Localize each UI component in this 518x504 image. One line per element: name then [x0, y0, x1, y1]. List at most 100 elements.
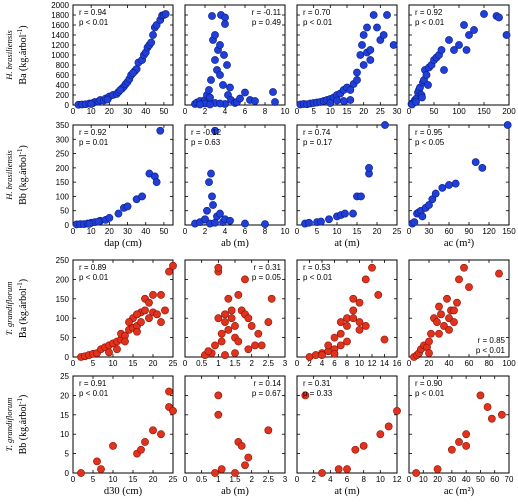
y-axis-label: Ba (kg.árbol-1) [16, 25, 29, 84]
data-point [196, 100, 204, 109]
data-point [244, 345, 253, 354]
x-tick-label: 0 [407, 359, 412, 368]
data-point [211, 126, 219, 135]
data-point [495, 13, 503, 22]
data-point [157, 430, 165, 439]
data-point [424, 81, 432, 89]
data-point [161, 10, 170, 18]
x-tick-label: 20 [105, 107, 114, 116]
x-tick-label: 4 [223, 107, 228, 116]
data-point [480, 10, 488, 18]
data-point [355, 325, 364, 334]
data-point [361, 322, 370, 330]
data-point [264, 318, 273, 326]
x-tick-label: 0 [295, 359, 300, 368]
x-tick-label: 0 [71, 359, 76, 368]
data-point [330, 349, 339, 358]
r-value: r = 0.94 [79, 8, 107, 17]
r-value: r = 0.89 [79, 263, 107, 272]
x-tick-label: 20 [425, 359, 434, 368]
data-point [333, 96, 341, 105]
data-point [355, 298, 364, 307]
p-value: p = 0.63 [191, 138, 221, 147]
r-value: r = 0.14 [254, 379, 282, 388]
x-tick-label: 8 [345, 359, 350, 368]
x-tick-label: 0.5 [196, 359, 208, 368]
panel-frame [72, 375, 174, 474]
data-point [437, 310, 445, 319]
x-tick-label: 25 [169, 359, 178, 368]
data-point [94, 217, 103, 226]
data-point [440, 66, 448, 74]
data-point [460, 21, 468, 29]
data-point [149, 31, 157, 39]
data-point [502, 31, 511, 39]
data-point [353, 76, 361, 84]
data-point [305, 218, 313, 227]
x-tick-label: 100 [502, 359, 516, 368]
data-point [237, 441, 246, 450]
data-point [455, 438, 463, 446]
data-point [133, 327, 141, 336]
data-point [247, 322, 256, 330]
x-tick-label: 150 [477, 107, 491, 116]
panel: 0 5 10 15 20 25 30 r = 0.70p < 0.01 [295, 4, 402, 116]
data-point [141, 438, 149, 446]
data-point [349, 314, 358, 323]
data-point [433, 318, 441, 326]
data-point [208, 192, 216, 201]
x-tick-label: 30 [123, 107, 132, 116]
x-tick-label: 10 [419, 475, 428, 484]
x-tick-label: 0 [71, 227, 76, 236]
data-point [234, 337, 243, 346]
data-point [145, 298, 153, 307]
data-point [318, 351, 326, 359]
data-point [339, 97, 348, 105]
x-tick-label: 15 [129, 475, 138, 484]
data-point [418, 93, 426, 102]
data-point [330, 333, 339, 342]
data-point [211, 56, 219, 64]
x-tick-label: 6 [345, 475, 350, 484]
x-tick-label: 0 [295, 227, 300, 236]
panel-frame [184, 124, 286, 226]
panel-frame [296, 124, 398, 226]
data-point [478, 163, 487, 172]
data-point [129, 69, 137, 77]
r-value: r = 0.70 [303, 8, 331, 17]
y-tick-label: 2000 [51, 1, 69, 10]
x-tick-label: 40 [141, 227, 150, 236]
data-point [113, 345, 121, 354]
data-point [366, 56, 375, 64]
data-point [97, 465, 105, 474]
x-tick-label: 10 [109, 359, 118, 368]
p-value: p < 0.01 [415, 18, 445, 27]
y-tick-label: 100 [56, 314, 70, 323]
data-point [317, 217, 325, 226]
data-point [425, 337, 433, 346]
y-axis-label: Ba (kg.árbol-1) [16, 279, 29, 338]
data-point [231, 349, 239, 358]
x-tick-label: 0 [71, 107, 76, 116]
x-tick-label: 4 [223, 227, 228, 236]
data-point [455, 275, 463, 284]
data-point [471, 158, 480, 167]
data-point [231, 469, 239, 477]
y-tick-label: 15 [60, 411, 69, 420]
data-point [445, 325, 453, 334]
data-point [224, 325, 233, 334]
y-tick-label: 0 [65, 101, 70, 110]
y-tick-label: 20 [60, 391, 69, 400]
data-point [353, 68, 361, 77]
data-point [365, 163, 373, 172]
x-tick-label: 6 [243, 227, 248, 236]
data-point [450, 306, 458, 315]
x-tick-label: 10 [376, 475, 385, 484]
x-tick-label: 16 [393, 359, 402, 368]
x-tick-label: 6 [243, 107, 248, 116]
data-point [103, 95, 112, 104]
data-point [203, 206, 211, 215]
y-tick-label: 0 [65, 469, 70, 478]
data-point [149, 291, 157, 299]
